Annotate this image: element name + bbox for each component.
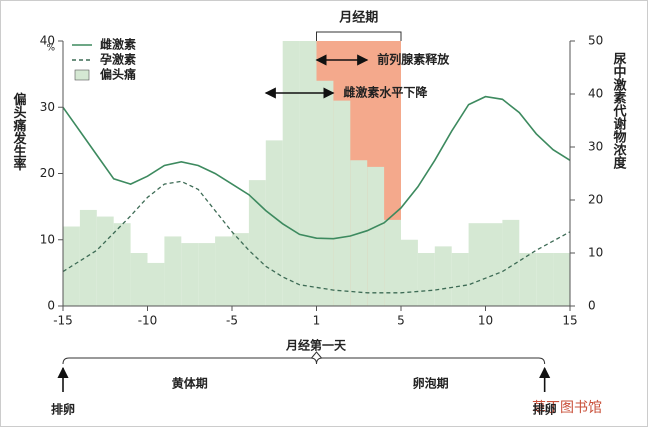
- annotation-label: 前列腺素释放: [377, 52, 450, 67]
- histogram-bar: [79, 209, 97, 306]
- line-series: [62, 180, 571, 294]
- annotation-label: 月经期: [338, 10, 378, 26]
- ovulation-label: 排卵: [51, 402, 75, 417]
- ovulation-label: 排卵: [533, 402, 557, 417]
- y-tick-label: 10: [40, 232, 55, 246]
- y2-tick-label: 40: [588, 87, 603, 101]
- y2-tick-label: 50: [588, 34, 603, 48]
- histogram-bar: [181, 243, 199, 306]
- x-tick-label: -15: [53, 314, 73, 328]
- phase-bracket: [62, 357, 317, 365]
- bracket-tip: [311, 351, 322, 359]
- histogram-bar: [367, 166, 385, 306]
- lines: [62, 95, 571, 294]
- y2-axis-label: 尿中激素代谢物浓度: [611, 52, 628, 170]
- x-tick-label: 5: [397, 314, 405, 328]
- histogram-bar: [553, 253, 570, 306]
- x-tick-label: -10: [138, 314, 158, 328]
- y2-tick-label: 0: [588, 299, 596, 313]
- histogram-bar: [333, 100, 351, 306]
- y-tick-label: 30: [40, 100, 55, 114]
- histogram-bar: [130, 253, 148, 306]
- histogram-bar: [164, 236, 182, 306]
- y-tick-label: 0: [47, 299, 55, 313]
- y-tick-label: 20: [40, 166, 55, 180]
- histogram-bar: [265, 140, 283, 306]
- x-tick-label: 10: [478, 314, 493, 328]
- histogram-bar: [485, 223, 503, 306]
- bars: [63, 41, 570, 306]
- histogram-bar: [113, 223, 131, 306]
- legend-label: 雌激素: [100, 37, 136, 52]
- phase-bracket: [316, 357, 546, 365]
- histogram-bar: [468, 223, 486, 306]
- histogram-bar: [434, 246, 452, 306]
- x-tick-label: 15: [562, 314, 577, 328]
- histogram-bar: [299, 41, 317, 306]
- histogram-bar: [248, 180, 266, 306]
- histogram-bar: [96, 216, 114, 306]
- histogram-bar: [232, 233, 249, 306]
- histogram-bar: [519, 253, 537, 306]
- histogram-bar: [215, 236, 232, 306]
- y-unit: %: [46, 44, 55, 54]
- histogram-bar: [536, 253, 554, 306]
- legend-label: 偏头痛: [100, 67, 136, 82]
- legend-swatch: [74, 69, 90, 81]
- watermark: 草丁图书馆: [532, 400, 602, 416]
- histogram-bar: [502, 219, 520, 306]
- histogram-bar: [282, 41, 300, 306]
- y-axis-label: 偏头痛发生率: [11, 92, 28, 172]
- x-tick-label: -5: [226, 314, 238, 328]
- bracket: [316, 31, 402, 41]
- histogram-bar: [198, 243, 216, 306]
- histogram-bar: [417, 253, 435, 306]
- histogram-bar: [384, 219, 401, 306]
- histogram-bar: [316, 80, 334, 306]
- y2-tick-label: 20: [588, 193, 603, 207]
- histogram-bar: [147, 262, 165, 306]
- phase-label: 卵泡期: [413, 376, 449, 391]
- y2-tick-label: 10: [588, 246, 603, 260]
- x-axis-label: 月经第一天: [285, 338, 347, 353]
- line-series: [62, 95, 571, 240]
- y2-tick-label: 30: [588, 140, 603, 154]
- histogram-bar: [401, 239, 418, 306]
- phase-label: 黄体期: [172, 376, 208, 391]
- legend-label: 孕激素: [100, 52, 136, 67]
- x-tick-label: 1: [313, 314, 321, 328]
- y-tick-label: 40: [40, 34, 55, 48]
- annotation-label: 雌激素水平下降: [343, 85, 428, 100]
- histogram-bar: [451, 253, 469, 306]
